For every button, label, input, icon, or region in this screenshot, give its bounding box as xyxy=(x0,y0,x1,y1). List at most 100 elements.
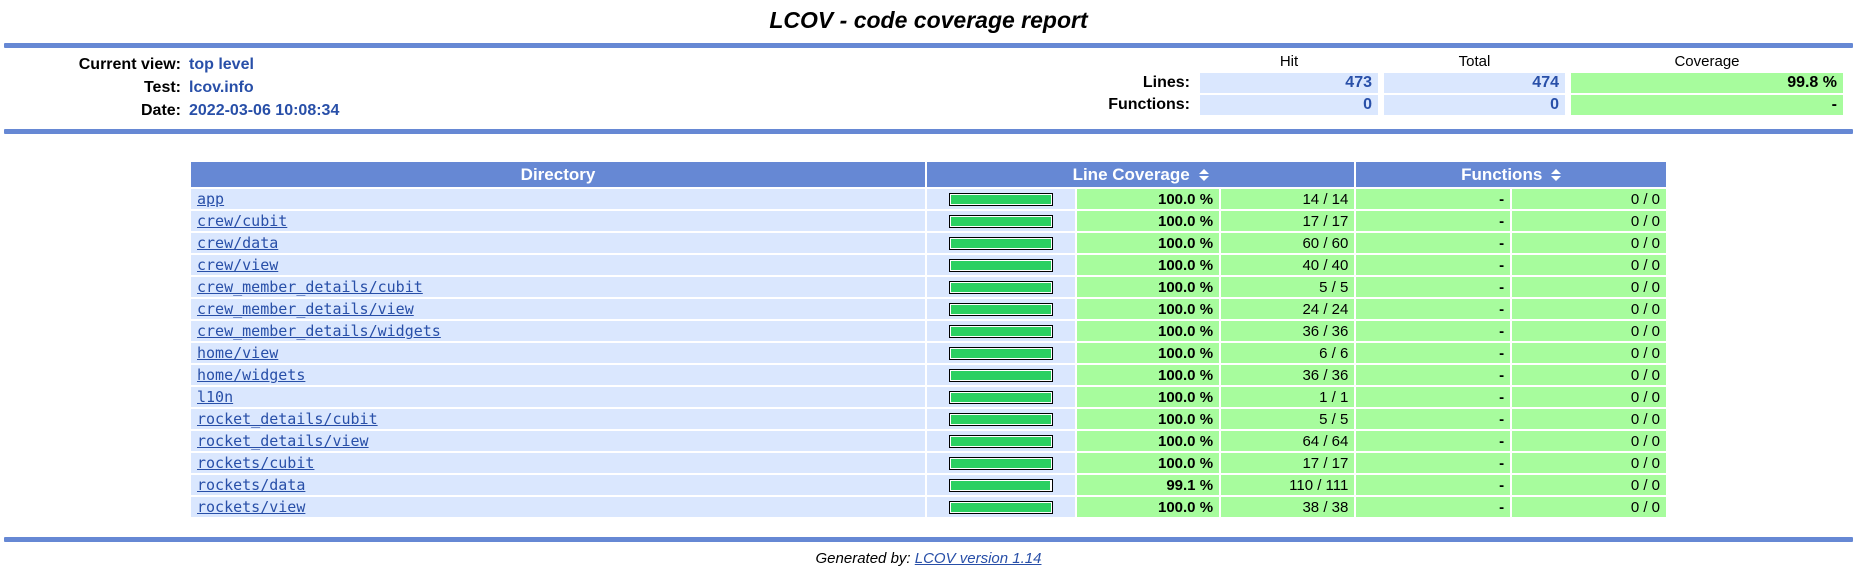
directory-cell: rockets/data xyxy=(191,475,925,495)
line-coverage-percent: 100.0 % xyxy=(1076,365,1220,385)
coverage-bar-fill xyxy=(950,503,1051,513)
functions-ratio: 0 / 0 xyxy=(1512,233,1666,253)
test-value: lcov.info xyxy=(189,79,254,96)
stats-col-hit: Hit xyxy=(1279,53,1299,70)
header-row-test: Test: lcov.info xyxy=(0,77,339,99)
directory-cell: home/view xyxy=(191,343,925,363)
coverage-bar-fill xyxy=(950,415,1051,425)
test-label: Test: xyxy=(143,79,181,96)
top-ruler xyxy=(4,43,1853,48)
functions-sort-icon[interactable] xyxy=(1551,169,1562,182)
coverage-bar-fill xyxy=(950,327,1051,337)
coverage-bar-fill xyxy=(950,195,1051,205)
header-bottom-ruler xyxy=(4,129,1853,134)
line-coverage-percent: 99.1 % xyxy=(1076,475,1220,495)
directory-link[interactable]: rockets/cubit xyxy=(197,454,315,472)
table-row: rocket_details/view 100.0 % 64 / 64 - 0 … xyxy=(191,431,1666,451)
coverage-bar-cell xyxy=(926,497,1075,517)
functions-percent: - xyxy=(1356,453,1511,473)
line-coverage-percent: 100.0 % xyxy=(1076,343,1220,363)
directory-link[interactable]: rockets/view xyxy=(197,498,306,516)
directory-cell: crew_member_details/view xyxy=(191,299,925,319)
directory-cell: crew_member_details/cubit xyxy=(191,277,925,297)
footer-ruler xyxy=(4,537,1853,542)
current-view-value: top level xyxy=(189,56,254,73)
functions-ratio: 0 / 0 xyxy=(1512,211,1666,231)
coverage-bar-cell xyxy=(926,233,1075,253)
lines-coverage-value: 99.8 % xyxy=(1571,73,1843,93)
coverage-bar-fill xyxy=(950,437,1051,447)
directory-cell: rockets/view xyxy=(191,497,925,517)
directory-link[interactable]: crew/data xyxy=(197,234,279,252)
header-row-date: Date: 2022-03-06 10:08:34 xyxy=(0,100,339,122)
header-row-current-view: Current view: top level xyxy=(0,54,339,76)
line-coverage-ratio: 5 / 5 xyxy=(1221,277,1355,297)
line-coverage-sort-icon[interactable] xyxy=(1198,169,1209,182)
line-coverage-percent: 100.0 % xyxy=(1076,211,1220,231)
directory-link[interactable]: crew_member_details/view xyxy=(197,300,414,318)
coverage-bar xyxy=(948,347,1053,361)
functions-percent: - xyxy=(1356,497,1511,517)
table-row: crew_member_details/cubit 100.0 % 5 / 5 … xyxy=(191,277,1666,297)
coverage-bar-cell xyxy=(926,365,1075,385)
line-coverage-percent: 100.0 % xyxy=(1076,387,1220,407)
coverage-bar-cell xyxy=(926,453,1075,473)
summary-stats-grid: Hit Total Coverage Lines: 473 474 99.8 %… xyxy=(1108,53,1843,115)
directory-link[interactable]: l10n xyxy=(197,388,234,406)
line-coverage-ratio: 40 / 40 xyxy=(1221,255,1355,275)
functions-percent: - xyxy=(1356,321,1511,341)
line-coverage-ratio: 60 / 60 xyxy=(1221,233,1355,253)
directory-link[interactable]: crew/cubit xyxy=(197,212,288,230)
directory-link[interactable]: home/view xyxy=(197,344,279,362)
directory-link[interactable]: rocket_details/cubit xyxy=(197,410,378,428)
coverage-bar xyxy=(948,237,1053,251)
table-row: app 100.0 % 14 / 14 - 0 / 0 xyxy=(191,189,1666,209)
line-coverage-ratio: 6 / 6 xyxy=(1221,343,1355,363)
coverage-bar-cell xyxy=(926,321,1075,341)
table-row: rockets/cubit 100.0 % 17 / 17 - 0 / 0 xyxy=(191,453,1666,473)
stats-col-coverage: Coverage xyxy=(1674,53,1740,70)
functions-percent: - xyxy=(1356,233,1511,253)
table-row: rockets/view 100.0 % 38 / 38 - 0 / 0 xyxy=(191,497,1666,517)
functions-total-value: 0 xyxy=(1384,95,1565,115)
coverage-bar-cell xyxy=(926,211,1075,231)
coverage-bar xyxy=(948,391,1053,405)
functions-percent: - xyxy=(1356,255,1511,275)
coverage-bar-fill xyxy=(950,393,1051,403)
lines-label: Lines: xyxy=(1142,74,1190,91)
coverage-bar-cell xyxy=(926,409,1075,429)
directory-link[interactable]: app xyxy=(197,190,225,208)
coverage-bar xyxy=(948,501,1053,515)
functions-ratio: 0 / 0 xyxy=(1512,189,1666,209)
report-header: Current view: top level Test: lcov.info … xyxy=(0,48,1857,129)
line-coverage-percent: 100.0 % xyxy=(1076,453,1220,473)
functions-percent: - xyxy=(1356,211,1511,231)
directory-link[interactable]: crew_member_details/cubit xyxy=(197,278,423,296)
lcov-version-link[interactable]: LCOV version 1.14 xyxy=(914,550,1042,567)
coverage-bar-cell xyxy=(926,277,1075,297)
directory-link[interactable]: home/widgets xyxy=(197,366,306,384)
directory-link[interactable]: rockets/data xyxy=(197,476,306,494)
line-coverage-ratio: 14 / 14 xyxy=(1221,189,1355,209)
coverage-bar xyxy=(948,435,1053,449)
functions-ratio: 0 / 0 xyxy=(1512,255,1666,275)
directory-link[interactable]: crew/view xyxy=(197,256,279,274)
line-coverage-ratio: 1 / 1 xyxy=(1221,387,1355,407)
directory-link[interactable]: crew_member_details/widgets xyxy=(197,322,441,340)
coverage-bar-cell xyxy=(926,387,1075,407)
table-row: home/widgets 100.0 % 36 / 36 - 0 / 0 xyxy=(191,365,1666,385)
directory-link[interactable]: rocket_details/view xyxy=(197,432,369,450)
coverage-bar xyxy=(948,281,1053,295)
table-row: crew/view 100.0 % 40 / 40 - 0 / 0 xyxy=(191,255,1666,275)
functions-label: Functions: xyxy=(1108,96,1190,113)
coverage-bar xyxy=(948,457,1053,471)
line-coverage-ratio: 17 / 17 xyxy=(1221,453,1355,473)
coverage-bar-cell xyxy=(926,343,1075,363)
functions-ratio: 0 / 0 xyxy=(1512,409,1666,429)
line-coverage-percent: 100.0 % xyxy=(1076,431,1220,451)
line-coverage-ratio: 24 / 24 xyxy=(1221,299,1355,319)
functions-percent: - xyxy=(1356,277,1511,297)
line-coverage-ratio: 36 / 36 xyxy=(1221,321,1355,341)
coverage-bar-cell xyxy=(926,255,1075,275)
line-coverage-percent: 100.0 % xyxy=(1076,189,1220,209)
